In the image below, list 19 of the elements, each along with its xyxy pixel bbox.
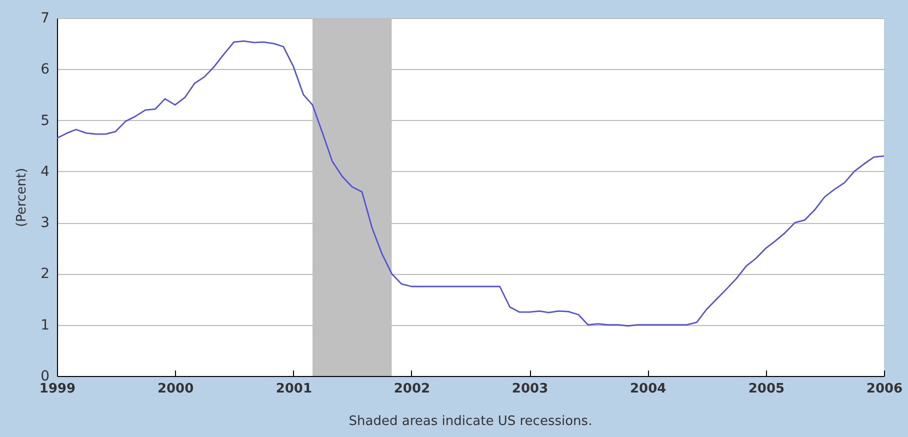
y-tick-label: 1 [40,317,50,334]
y-tick-label: 7 [40,10,50,26]
x-tick-label: 2006 [866,382,903,396]
text: Shaded areas indicate US recessions. [348,414,592,429]
y-tick-label: 4 [40,164,50,180]
y-tick-label: 5 [40,112,50,129]
x-tick-label: 2003 [512,382,548,396]
x-tick-label: 2001 [276,382,312,396]
x-tick-label: 2002 [394,382,430,396]
y-tick-label: 3 [40,215,50,232]
line-series [57,40,884,327]
y-tick-label: 6 [40,62,50,78]
y-tick-label: 0 [40,368,50,384]
y-axis-title: (Percent) [14,168,30,228]
x-tick-label: 2000 [157,382,194,396]
y-tick-label: 2 [40,266,50,282]
x-tick-label: 1999 [39,382,76,396]
x-tick-label: 2005 [748,382,785,396]
x-tick-label: 2004 [630,382,666,396]
